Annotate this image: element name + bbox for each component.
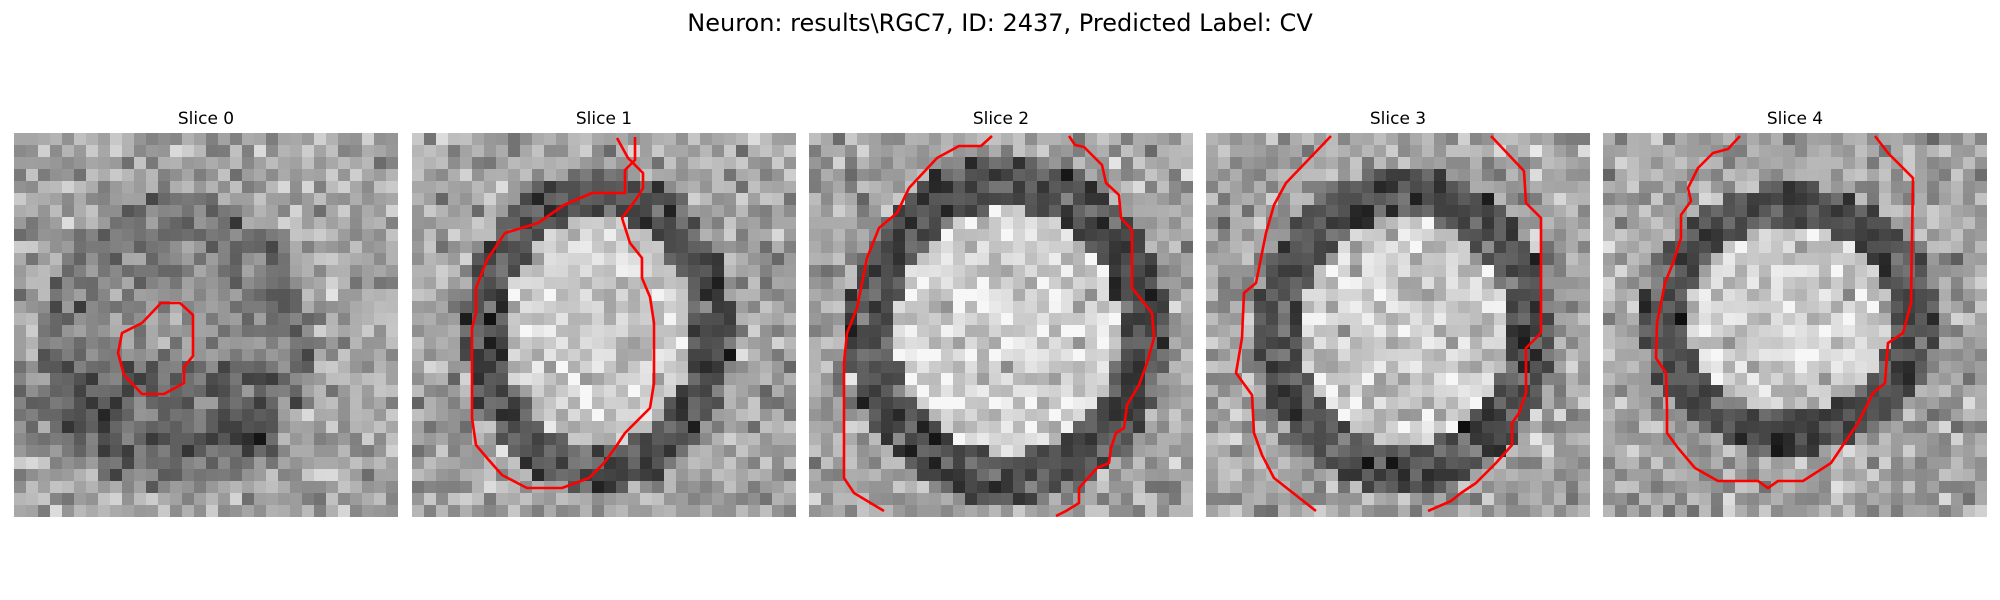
segmentation-contour [1654,135,1915,490]
segmentation-contour [116,301,195,396]
segmentation-contour [1427,135,1543,513]
slice-panel-1: Slice 1 [412,108,796,517]
slice-panel-2: Slice 2 [809,108,1193,517]
slice-image-1 [412,133,796,517]
slice-title-4: Slice 4 [1766,109,1824,129]
figure-title: Neuron: results\RGC7, ID: 2437, Predicte… [687,9,1313,37]
slice-image-0 [14,133,398,517]
segmentation-contour [1055,135,1156,517]
segmentation-contour [842,135,993,513]
slice-image-4 [1603,133,1987,517]
slice-panel-4: Slice 4 [1603,108,1987,517]
slice-panel-0: Slice 0 [14,108,398,517]
slice-title-1: Slice 1 [575,109,633,129]
segmentation-contour [470,137,656,490]
segmentation-contour [1234,135,1332,513]
slice-title-0: Slice 0 [177,109,235,129]
slice-image-3 [1206,133,1590,517]
slice-title-3: Slice 3 [1369,109,1427,129]
slice-image-2 [809,133,1193,517]
slice-title-2: Slice 2 [972,109,1030,129]
slice-panel-3: Slice 3 [1206,108,1590,517]
